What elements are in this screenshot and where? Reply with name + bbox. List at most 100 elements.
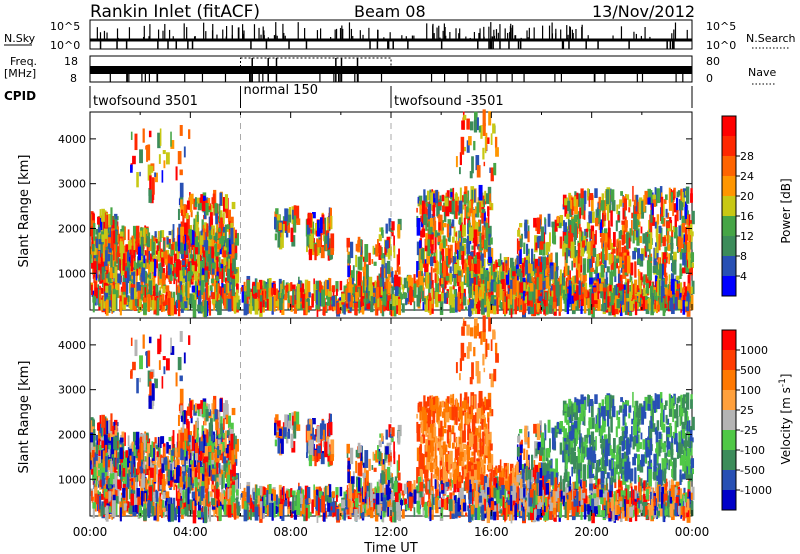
power-cell [519,246,522,265]
power-cell [136,268,139,276]
power-cell [446,223,449,238]
power-cell [181,260,185,266]
power-cell [426,215,431,224]
power-cell [120,264,123,276]
power-cell [183,301,188,309]
power-cell [447,219,452,227]
power-cell [243,281,246,288]
power-cell [453,226,456,237]
power-cell [375,298,378,307]
power-cell [434,230,438,238]
power-cell [648,262,652,281]
power-cell [140,286,143,294]
power-cell [356,278,358,292]
power-cell [455,232,458,237]
power-cell [199,202,202,210]
power-cell [293,205,297,223]
power-cell [108,239,111,244]
power-cell [105,278,110,285]
power-cell [577,300,580,309]
power-cell [457,275,461,282]
power-cell [597,272,602,284]
velocity-cell [91,496,96,503]
power-cell [565,277,568,290]
power-cell [275,288,278,299]
power-cell [204,232,209,248]
power-cell [566,297,570,315]
power-cell [499,264,503,276]
power-cell [463,243,466,256]
power-cell [221,241,224,258]
power-cell [478,125,481,133]
power-cell [153,285,156,302]
power-cell [512,294,516,300]
power-cell [218,299,222,315]
power-cell [191,285,196,293]
power-cell [664,287,668,295]
velocity-cell [132,431,136,450]
power-cell [91,290,96,297]
power-cell [453,289,457,298]
power-cell [129,274,132,282]
power-cell [214,254,216,262]
power-cell [656,188,660,204]
power-cell [217,286,222,296]
power-cell [592,248,597,257]
power-cell [421,228,426,237]
power-cell [157,237,160,251]
power-cell [687,283,690,293]
power-cell [180,199,183,213]
power-cell [459,187,462,202]
power-cell [525,243,529,256]
power-cell [368,276,371,292]
power-cell [436,270,439,284]
power-cell [461,288,464,302]
power-cell [330,248,335,255]
power-cell [659,301,664,311]
power-cell [600,277,604,282]
power-cell [548,303,553,314]
velocity-cell [112,425,115,443]
power-cell [659,227,663,243]
nsearch-tick-high: 10^5 [706,20,736,33]
site-title: Rankin Inlet (fitACF) [90,2,260,22]
power-cell [399,277,403,285]
power-cell [681,215,685,225]
power-cell [167,254,170,270]
velocity-cell [99,423,103,437]
power-cell [133,271,136,290]
power-cell [441,248,445,261]
power-cell [133,238,136,250]
power-cell [529,283,534,292]
power-cell [555,281,559,296]
power-cell [493,281,497,293]
power-cell [624,298,628,315]
power-cell [426,202,429,207]
velocity-cell [102,484,104,494]
power-cell [469,171,473,179]
power-cell [584,282,588,293]
power-cell [117,273,122,285]
power-cell [358,290,362,296]
power-cell [156,245,159,252]
power-cell [98,251,101,263]
power-cell [208,203,212,210]
power-cell [179,169,183,176]
power-cell [458,200,463,214]
power-cell [197,242,201,251]
power-cell [346,279,349,295]
power-cell [520,233,523,240]
power-cell [655,291,658,302]
power-cell [91,236,94,250]
power-cell [305,292,308,303]
power-cell [261,290,265,308]
power-cell [485,137,490,144]
power-cell [179,281,183,298]
power-cell [575,249,578,257]
power-cell [571,295,575,304]
power-cell [650,209,653,223]
power-cell [306,233,310,247]
power-cell [650,190,653,204]
power-cell [564,295,568,313]
power-cell [587,188,590,201]
